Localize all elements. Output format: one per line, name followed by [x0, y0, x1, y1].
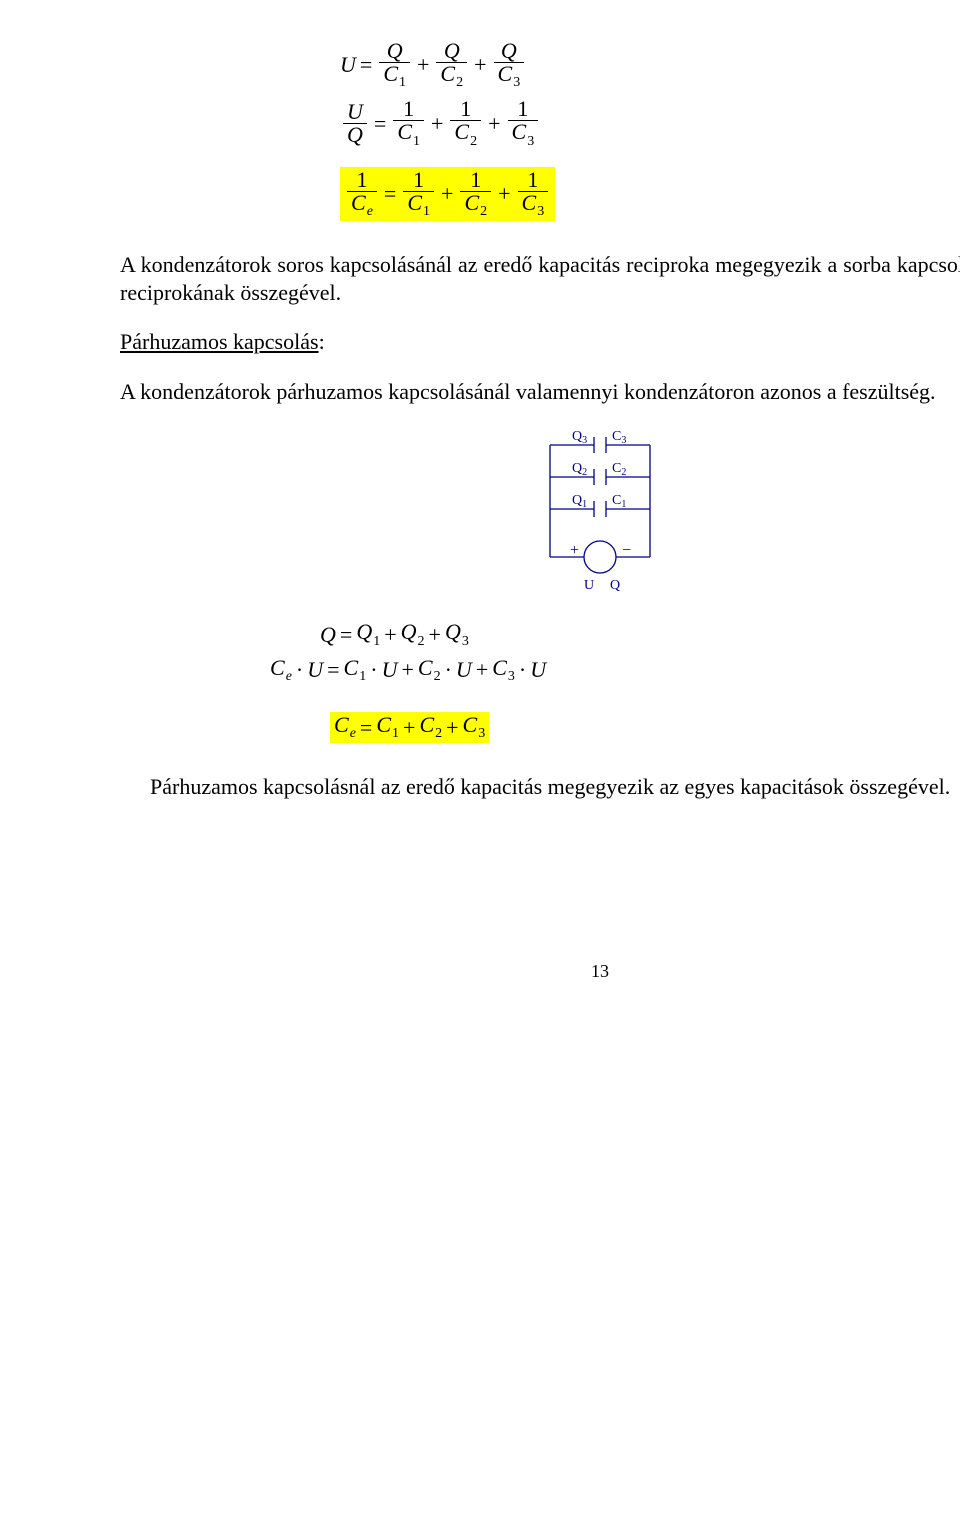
eq-row: Q = Q1 + Q2 + Q3: [320, 621, 960, 648]
plus: +: [431, 113, 443, 135]
series-conclusion-text: A kondenzátorok soros kapcsolásánál az e…: [120, 251, 960, 306]
dot: ·: [296, 659, 303, 681]
equation-parallel-result: Ce = C1 + C2 + C3: [330, 704, 960, 751]
svg-text:−: −: [622, 542, 631, 559]
frac-term-3: Q C3: [494, 40, 525, 90]
dot: ·: [370, 659, 377, 681]
page-number: 13: [120, 961, 960, 982]
equals: =: [340, 624, 352, 646]
frac-term-2: 1 C2: [460, 169, 491, 219]
equation-parallel-q: Q = Q1 + Q2 + Q3 Ce · U = C1 · U + C2 · …: [320, 621, 960, 684]
highlighted-equation: Ce = C1 + C2 + C3: [330, 712, 489, 743]
equation-u-sum: U = Q C1 + Q C2 + Q C3 U Q = 1 C1: [340, 40, 960, 149]
plus: +: [417, 54, 429, 76]
dot: ·: [445, 659, 452, 681]
plus: +: [446, 717, 458, 739]
svg-text:Q: Q: [610, 578, 620, 593]
parallel-heading: Párhuzamos kapcsolás:: [120, 328, 960, 356]
frac-lhs: 1 Ce: [347, 169, 377, 219]
frac-term-3: 1 C3: [518, 169, 549, 219]
equals: =: [374, 113, 386, 135]
var-U: U: [340, 54, 356, 76]
eq-row: U = Q C1 + Q C2 + Q C3: [340, 40, 960, 90]
plus: +: [429, 624, 441, 646]
parallel-conclusion-text: Párhuzamos kapcsolásnál az eredő kapacit…: [150, 773, 960, 801]
parallel-circuit-diagram: Q3 C3 Q2 C2 Q1 C1 + − U Q: [520, 427, 680, 603]
svg-text:C1: C1: [612, 493, 626, 510]
frac-term-1: Q C1: [379, 40, 410, 90]
circuit-svg: Q3 C3 Q2 C2 Q1 C1 + − U Q: [520, 427, 680, 597]
equals: =: [360, 717, 372, 739]
svg-text:+: +: [570, 542, 579, 559]
eq-row: Ce · U = C1 · U + C2 · U + C3 · U: [270, 657, 960, 684]
plus: +: [488, 113, 500, 135]
plus: +: [403, 717, 415, 739]
svg-text:C2: C2: [612, 461, 626, 478]
equals: =: [360, 54, 372, 76]
svg-text:U: U: [584, 578, 594, 593]
frac-lhs: U Q: [343, 101, 367, 146]
svg-text:Q2: Q2: [572, 461, 587, 478]
parallel-intro-text: A kondenzátorok párhuzamos kapcsolásánál…: [120, 378, 960, 406]
frac-term-3: 1 C3: [508, 98, 539, 148]
svg-text:Q3: Q3: [572, 429, 587, 446]
frac-term-2: 1 C2: [450, 98, 481, 148]
eq-row: U Q = 1 C1 + 1 C2 + 1 C3: [340, 98, 960, 148]
equals: =: [384, 183, 396, 205]
var-Q: Q: [320, 624, 336, 646]
plus: +: [476, 659, 488, 681]
equals: =: [327, 659, 339, 681]
plus: +: [384, 624, 396, 646]
highlighted-equation: 1 Ce = 1 C1 + 1 C2 + 1 C3: [340, 167, 555, 221]
plus: +: [474, 54, 486, 76]
heading-text: Párhuzamos kapcsolás: [120, 329, 319, 354]
dot: ·: [519, 659, 526, 681]
frac-term-1: 1 C1: [403, 169, 434, 219]
svg-text:C3: C3: [612, 429, 626, 446]
heading-colon: :: [319, 329, 325, 354]
equation-series-result: 1 Ce = 1 C1 + 1 C2 + 1 C3: [340, 159, 960, 229]
frac-term-2: Q C2: [436, 40, 467, 90]
plus: +: [441, 183, 453, 205]
plus: +: [401, 659, 413, 681]
svg-text:Q1: Q1: [572, 493, 587, 510]
plus: +: [498, 183, 510, 205]
frac-term-1: 1 C1: [393, 98, 424, 148]
